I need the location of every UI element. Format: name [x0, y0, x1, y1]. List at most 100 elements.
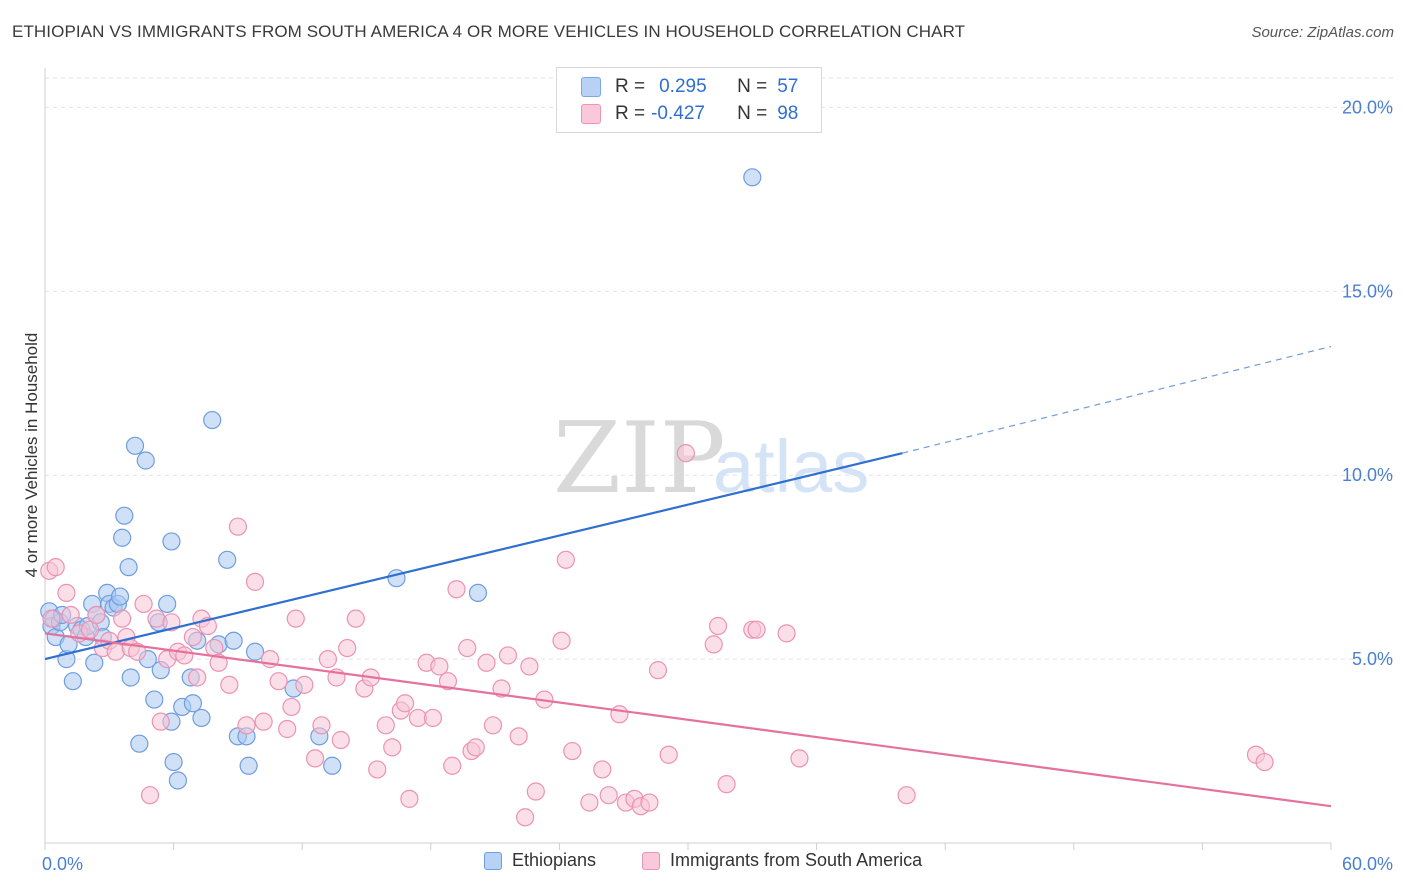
- trend-lines: [44, 345, 1332, 808]
- swatch-south-america: [642, 851, 660, 870]
- ethiopians-point: [125, 436, 145, 455]
- ethiopians-point: [224, 631, 243, 650]
- south-america-point: [220, 675, 239, 694]
- legend-label-south-america: Immigrants from South America: [670, 850, 923, 870]
- south-america-point: [237, 716, 256, 735]
- trend-line-south-america: [44, 632, 1332, 808]
- south-america-point: [610, 705, 629, 724]
- south-america-point: [556, 550, 575, 569]
- ethiopians-point: [192, 708, 211, 728]
- south-america-point: [1255, 752, 1274, 772]
- ethiopians-point: [130, 734, 149, 753]
- south-america-point: [640, 793, 659, 812]
- south-america-point: [483, 716, 503, 735]
- south-america-point: [648, 661, 668, 680]
- ethiopians-point: [183, 694, 202, 713]
- south-america-point: [305, 749, 325, 768]
- south-america-point: [278, 719, 297, 739]
- south-america-point: [383, 738, 402, 757]
- ethiopians-point: [239, 756, 258, 775]
- source-credit: Source: ZipAtlas.com: [1251, 24, 1394, 41]
- south-america-point: [563, 741, 582, 761]
- south-america-point: [897, 786, 916, 805]
- ethiopians-point: [164, 752, 183, 772]
- south-america-point: [368, 760, 387, 779]
- legend-item-south-america[interactable]: Immigrants from South America: [642, 850, 922, 871]
- ethiopians-point: [63, 672, 82, 691]
- south-america-point: [188, 668, 207, 687]
- ethiopians-point: [158, 594, 177, 614]
- swatch-ethiopians: [484, 851, 502, 870]
- ethiopians-point: [323, 756, 342, 775]
- correlation-legend: R = 0.295 N = 57 R = -0.427 N = 98: [556, 67, 822, 133]
- legend-row-ethiopians: R = 0.295 N = 57: [581, 74, 798, 100]
- south-america-points: [40, 444, 1274, 827]
- south-america-point: [438, 672, 458, 691]
- south-america-point: [458, 638, 477, 658]
- south-america-point: [318, 650, 338, 669]
- south-america-point: [295, 675, 314, 694]
- ethiopians-point: [85, 653, 104, 672]
- ethiopians-point: [203, 410, 222, 430]
- south-america-point: [580, 793, 599, 812]
- south-america-point: [42, 609, 61, 628]
- south-america-point: [286, 609, 305, 628]
- legend-r-value: 0.295: [659, 76, 707, 97]
- legend-item-ethiopians[interactable]: Ethiopians: [484, 850, 596, 871]
- legend-r-label: R =: [615, 103, 646, 124]
- south-america-point: [447, 580, 466, 599]
- legend-r-value: -0.427: [651, 103, 705, 124]
- south-america-point: [777, 624, 796, 643]
- axes: [44, 68, 1332, 850]
- south-america-point: [113, 609, 132, 628]
- south-america-point: [128, 642, 147, 661]
- south-america-point: [147, 609, 166, 628]
- south-america-point: [254, 712, 273, 731]
- south-america-point: [599, 786, 618, 805]
- south-america-point: [492, 679, 511, 698]
- south-america-point: [466, 738, 485, 757]
- south-america-point: [87, 605, 106, 625]
- legend-swatch-ethiopians: [581, 77, 601, 97]
- south-america-point: [376, 716, 395, 735]
- south-america-point: [338, 638, 357, 658]
- south-america-point: [175, 646, 194, 665]
- south-america-point: [46, 558, 65, 577]
- south-america-point: [134, 594, 153, 614]
- legend-n-label: N =: [737, 103, 768, 124]
- legend-n-label: N =: [737, 76, 768, 97]
- south-america-point: [61, 605, 80, 625]
- south-america-point: [498, 646, 518, 665]
- legend-swatch-south-america: [581, 104, 601, 124]
- ethiopians-point: [468, 583, 488, 603]
- south-america-point: [151, 712, 170, 731]
- ethiopians-point: [136, 451, 155, 470]
- south-america-point: [676, 444, 695, 463]
- legend-label-ethiopians: Ethiopians: [512, 850, 597, 870]
- ethiopians-point: [743, 168, 762, 187]
- watermark-zip: ZIP: [553, 402, 726, 516]
- south-america-point: [423, 708, 443, 728]
- south-america-point: [209, 653, 228, 672]
- ethiopians-point: [115, 506, 134, 525]
- legend-n-value: 57: [777, 76, 799, 97]
- y-tick-label: 5.0%: [1352, 649, 1393, 669]
- ethiopians-point: [218, 550, 237, 569]
- south-america-point: [708, 616, 728, 636]
- south-america-point: [269, 672, 288, 691]
- legend-n-value: 98: [777, 103, 799, 124]
- south-america-point: [183, 627, 202, 647]
- chart-title: ETHIOPIAN VS IMMIGRANTS FROM SOUTH AMERI…: [12, 22, 966, 41]
- ethiopians-point: [168, 771, 187, 790]
- south-america-point: [552, 631, 571, 650]
- south-america-point: [395, 694, 415, 713]
- south-america-point: [526, 782, 545, 801]
- south-america-point: [282, 697, 301, 717]
- south-america-point: [717, 775, 736, 794]
- south-america-point: [516, 808, 535, 827]
- y-tick-label: 10.0%: [1342, 465, 1393, 485]
- ethiopians-point: [245, 642, 265, 661]
- south-america-point: [509, 727, 528, 746]
- y-tick-label: 20.0%: [1342, 97, 1393, 117]
